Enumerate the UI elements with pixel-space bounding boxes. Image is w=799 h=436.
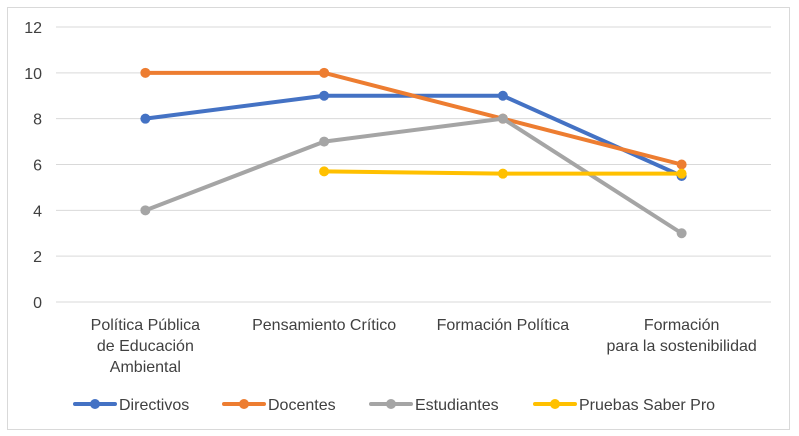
- y-tick-label: 4: [33, 203, 42, 220]
- x-category-label: para la sostenibilidad: [606, 338, 756, 355]
- y-tick-label: 8: [33, 112, 42, 129]
- x-category-label: Ambiental: [110, 359, 181, 376]
- data-point: [497, 90, 508, 101]
- data-point: [676, 228, 687, 239]
- y-tick-label: 6: [33, 158, 42, 175]
- legend-label: Pruebas Saber Pro: [579, 397, 715, 414]
- legend-label: Docentes: [268, 397, 336, 414]
- data-point: [676, 168, 687, 179]
- data-point: [140, 205, 151, 216]
- legend-label: Directivos: [119, 397, 189, 414]
- x-category-label: Formación Política: [437, 317, 570, 334]
- data-point: [319, 90, 330, 101]
- data-point: [676, 159, 687, 170]
- x-category-label: Formación: [644, 317, 720, 334]
- data-point: [497, 168, 508, 179]
- y-tick-label: 0: [33, 295, 42, 312]
- data-point: [319, 67, 330, 78]
- y-tick-label: 12: [24, 20, 42, 37]
- x-category-label: de Educación: [97, 338, 194, 355]
- data-point: [140, 113, 151, 124]
- series-line: [143, 116, 684, 236]
- legend-marker: [550, 399, 560, 409]
- y-tick-label: 2: [33, 249, 42, 266]
- chart-frame: [7, 7, 790, 430]
- x-category-label: Pensamiento Crítico: [252, 317, 396, 334]
- y-tick-label: 10: [24, 66, 42, 83]
- legend-marker: [386, 399, 396, 409]
- data-point: [319, 166, 330, 177]
- series-line: [143, 93, 684, 178]
- legend-marker: [90, 399, 100, 409]
- legend-marker: [239, 399, 249, 409]
- data-point: [497, 113, 508, 124]
- data-point: [319, 136, 330, 147]
- x-category-label: Política Pública: [91, 317, 200, 334]
- data-point: [140, 67, 151, 78]
- series-line: [143, 70, 684, 167]
- legend-label: Estudiantes: [415, 397, 499, 414]
